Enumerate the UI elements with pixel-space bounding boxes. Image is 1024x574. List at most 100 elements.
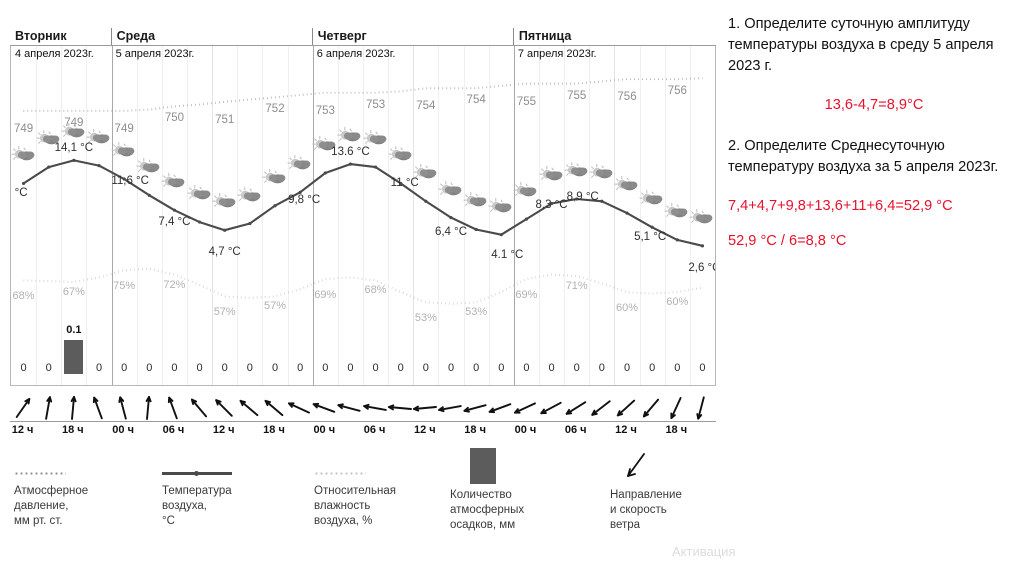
temperature-point <box>499 233 503 237</box>
answer-1: 13,6-4,7=8,9°С <box>824 97 924 113</box>
temperature-point <box>449 216 453 220</box>
humidity-value: 72% <box>163 278 186 291</box>
temperature-point <box>474 227 478 232</box>
temperature-value: 4,7 °C <box>208 246 241 259</box>
precipitation-bar <box>64 340 84 374</box>
sun-behind-cloud-icon <box>463 191 489 211</box>
day-date-label: 4 апреля 2023г. <box>15 48 94 60</box>
grid-line <box>237 46 239 385</box>
temperature-point <box>524 217 529 221</box>
answer-2-sum: 7,4+4,7+9,8+13,6+11+6,4=52,9 °С <box>728 198 953 214</box>
humidity-value: 71% <box>565 280 588 293</box>
precipitation-value: 0 <box>649 362 656 374</box>
precipitation-value: 0 <box>372 362 379 374</box>
wind-arrow-icon <box>236 395 262 421</box>
precipitation-value: 0 <box>573 362 580 374</box>
sun-behind-cloud-icon <box>388 145 414 165</box>
time-tick-label: 12 ч <box>615 424 637 436</box>
legend-item: Относительная влажность воздуха, % <box>314 462 464 529</box>
temperature-value: 11 °C <box>390 177 419 190</box>
humidity-value: 68% <box>364 284 387 297</box>
temperature-point <box>223 228 227 232</box>
precipitation-value: 0 <box>297 362 304 374</box>
legend-label: Относительная влажность воздуха, % <box>314 485 396 527</box>
wind-legend-marker <box>620 450 650 482</box>
precipitation-value: 0 <box>523 362 530 374</box>
sun-behind-cloud-icon <box>237 186 263 206</box>
temperature-point <box>700 244 705 248</box>
grid-line <box>337 46 339 385</box>
temperature-value: 9,8 °C <box>288 194 321 207</box>
sun-behind-cloud-icon <box>11 145 37 165</box>
temperature-point <box>600 199 604 203</box>
legend-label: Атмосферное давление, мм рт. ст. <box>14 485 89 527</box>
sun-behind-cloud-icon <box>262 168 288 188</box>
temperature-value: 4.1 °C <box>491 248 524 261</box>
wind-arrow-icon <box>563 395 589 421</box>
wind-arrow-icon <box>588 395 614 421</box>
wind-arrow-icon <box>512 395 538 421</box>
wind-arrow-icon <box>487 395 513 421</box>
precipitation-value: 0 <box>397 362 404 374</box>
sun-behind-cloud-icon <box>664 202 690 222</box>
grid-line <box>564 46 566 385</box>
temperature-point <box>147 193 151 197</box>
temperature-value: 2,6 °C <box>688 261 715 274</box>
precipitation-value: 0 <box>674 362 681 374</box>
humidity-value: 53% <box>414 312 437 325</box>
wind-arrow-icon <box>110 395 136 421</box>
sun-behind-cloud-icon <box>639 189 665 209</box>
time-tick-label: 00 ч <box>313 424 336 436</box>
day-name-label: Среда <box>110 28 155 46</box>
humidity-value: 60% <box>666 296 689 309</box>
pressure-value: 753 <box>315 104 335 117</box>
day-date-label: 6 апреля 2023г. <box>316 48 396 60</box>
legend-label: Количество атмосферных осадков, мм <box>450 489 525 531</box>
precipitation-value: 0 <box>171 362 178 374</box>
sun-behind-cloud-icon <box>513 181 539 201</box>
grid-line <box>639 46 641 385</box>
sun-behind-cloud-icon <box>312 135 338 155</box>
precipitation-value: 0 <box>548 362 555 374</box>
pressure-line <box>23 77 703 112</box>
temperature-point <box>248 221 252 226</box>
question-1: 1. Определите суточную амплитуду темпера… <box>728 16 994 74</box>
temperature-point <box>373 165 378 169</box>
sun-behind-cloud-icon <box>111 141 137 161</box>
humidity-value: 69% <box>314 288 337 301</box>
sun-behind-cloud-icon <box>538 165 565 185</box>
grid-line <box>61 46 63 385</box>
precipitation-bar-label: 0.1 <box>66 324 82 336</box>
temperature-point <box>399 181 403 186</box>
time-tick-label: 06 ч <box>162 424 185 436</box>
time-tick-label: 18 ч <box>62 424 84 436</box>
sun-behind-cloud-icon <box>438 180 464 200</box>
sun-behind-cloud-icon <box>413 163 439 183</box>
sun-behind-cloud-icon <box>362 129 389 149</box>
temperature-point <box>675 238 679 242</box>
answer-2-mean: 52,9 °С / 6=8,8 °С <box>728 233 847 249</box>
temperature-value: 8,3 °C <box>535 199 568 212</box>
humidity-value: 75% <box>113 280 136 293</box>
legend-label: Направление и скорость ветра <box>610 489 682 531</box>
grid-line <box>689 46 691 385</box>
temperature-point <box>172 208 177 212</box>
time-tick-label: 12 ч <box>11 424 34 436</box>
wind-arrow-icon <box>688 395 714 421</box>
precipitation-value: 0 <box>322 362 329 374</box>
pressure-value: 756 <box>617 91 637 104</box>
legend-label: Температура воздуха, °С <box>162 485 232 527</box>
wind-arrow-icon <box>286 395 312 421</box>
wind-arrow-icon <box>613 395 639 421</box>
temperature-point <box>197 220 202 224</box>
precipitation-value: 0 <box>623 362 631 374</box>
wind-arrow-icon <box>387 395 413 421</box>
precipitation-value: 0 <box>422 362 429 374</box>
wind-arrow-icon <box>462 395 488 421</box>
sun-behind-cloud-icon <box>212 192 238 212</box>
grid-line <box>589 46 591 385</box>
temperature-point <box>575 197 579 201</box>
grid-line <box>539 46 540 385</box>
temperature-value: 11,6 °C <box>111 174 149 187</box>
precipitation-value: 0 <box>146 362 153 374</box>
